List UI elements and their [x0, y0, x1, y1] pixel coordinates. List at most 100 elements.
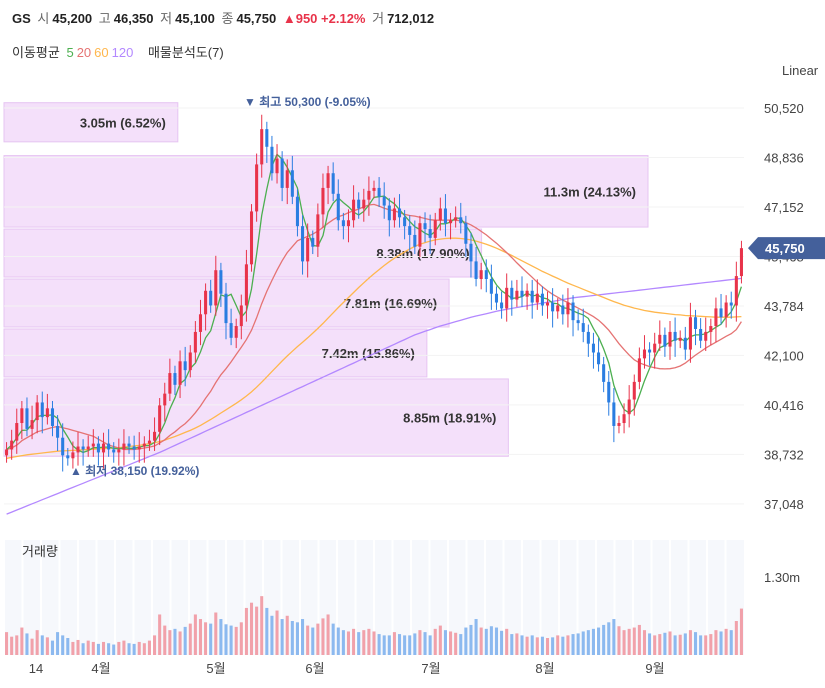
low-label: 저 — [160, 11, 173, 26]
candle — [81, 446, 85, 450]
close-value: 45,750 — [236, 11, 277, 26]
volume-bar — [219, 619, 223, 655]
candle — [443, 208, 447, 224]
candle — [479, 270, 483, 280]
volume-bar — [193, 614, 197, 655]
candle — [581, 323, 585, 332]
candle — [173, 373, 177, 385]
candle — [571, 302, 575, 321]
high-value: 46,350 — [113, 11, 154, 26]
volume-bar — [464, 627, 468, 655]
volume-bar — [566, 635, 570, 655]
candle — [566, 302, 570, 315]
grid — [4, 107, 744, 505]
volume-bar — [331, 623, 335, 655]
current-price-badge: 45,750 — [748, 237, 825, 260]
volume-bar — [290, 621, 294, 655]
volume-bar — [56, 632, 60, 655]
volume-bar — [209, 623, 213, 655]
candle — [632, 381, 636, 400]
candle — [556, 305, 560, 312]
candle — [438, 208, 442, 221]
ma-20: 20 — [76, 45, 92, 60]
x-tick: 6월 — [305, 661, 324, 676]
candle — [597, 352, 601, 365]
candle — [397, 208, 402, 218]
price-tick: 40,416 — [764, 398, 804, 413]
volume-bar — [198, 619, 203, 655]
volume-bar — [362, 630, 366, 655]
candle — [392, 208, 396, 221]
candle — [290, 170, 294, 197]
current-price-badge-shape — [748, 237, 825, 260]
profile-label[interactable]: 매물분석도(7) — [147, 45, 224, 60]
candle — [627, 399, 631, 415]
candle — [153, 431, 157, 441]
volume-bar — [500, 630, 504, 655]
volume-bar — [688, 630, 692, 655]
candle — [25, 408, 29, 429]
x-tick: 9월 — [645, 661, 664, 676]
volume-bar — [489, 626, 493, 655]
volume-bar — [357, 632, 361, 655]
candle — [719, 308, 723, 318]
candle — [158, 405, 162, 432]
candle — [464, 223, 468, 244]
volume-bar — [403, 635, 407, 655]
volume-bar — [428, 635, 432, 655]
volume-bar — [183, 626, 187, 655]
candle — [520, 290, 524, 297]
volume-bar — [301, 619, 305, 655]
candle — [101, 443, 106, 453]
candle — [127, 443, 131, 447]
volume-bar — [137, 641, 141, 655]
volume-panel — [3, 540, 744, 655]
volume-bar — [132, 643, 136, 655]
candle — [321, 187, 325, 215]
candle — [474, 261, 478, 280]
ma-label[interactable]: 이동평균 — [12, 45, 60, 60]
price-tick: 42,100 — [764, 348, 804, 363]
volume-bar — [260, 596, 264, 655]
x-tick: 4월 — [91, 661, 110, 676]
volume-bar — [622, 630, 626, 655]
volume-bar — [122, 640, 126, 655]
volume-bar — [494, 627, 499, 655]
candle — [265, 129, 269, 147]
volume-bar — [469, 624, 473, 655]
scale-label[interactable]: Linear — [782, 63, 819, 78]
candle — [5, 449, 9, 456]
candle — [551, 302, 555, 312]
indicator-legend[interactable]: 이동평균 5 20 60 120 매물분석도(7) — [12, 42, 227, 61]
candle — [163, 393, 167, 406]
candle — [653, 343, 657, 353]
profile-band-label: 8.38m (17.90%) — [376, 246, 469, 261]
candle — [530, 290, 534, 303]
volume-bar — [255, 606, 259, 655]
x-tick: 14 — [29, 661, 43, 676]
candle — [515, 290, 519, 300]
candle — [403, 217, 407, 227]
current-price-label: 45,750 — [765, 241, 805, 256]
candle — [346, 220, 351, 227]
volume-bar — [45, 637, 49, 655]
volume-bar — [316, 623, 320, 655]
volume-bar — [602, 624, 606, 655]
candle — [285, 170, 289, 188]
volume-bar — [153, 635, 157, 655]
candle — [510, 287, 514, 300]
volume-bar — [586, 630, 590, 655]
volume-bar — [545, 638, 550, 655]
profile-band — [3, 155, 649, 228]
candle — [709, 326, 713, 332]
volume-bar — [714, 630, 718, 655]
volume-bar — [683, 633, 687, 655]
volume-bar — [433, 628, 437, 655]
volume-bar — [249, 602, 254, 655]
candle — [275, 158, 279, 174]
volume-bar — [158, 614, 162, 655]
candle — [326, 173, 330, 188]
candle — [214, 270, 218, 306]
price-tick: 48,836 — [764, 150, 804, 165]
